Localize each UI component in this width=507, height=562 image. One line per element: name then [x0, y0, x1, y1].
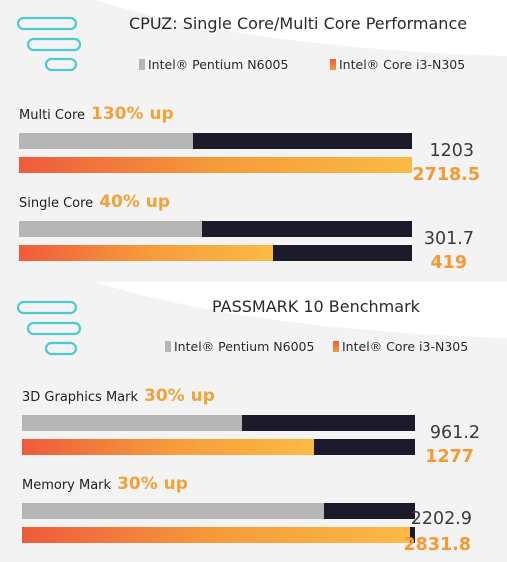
bar-track [19, 133, 412, 149]
legend-swatch-orange [333, 341, 339, 352]
value-label: 2831.8 [403, 535, 471, 555]
legend-label: Intel® Core i3-N305 [339, 57, 466, 72]
bar-multi-core-core-i3 [19, 157, 412, 173]
legend-label: Intel® Core i3-N305 [342, 339, 469, 354]
passmark-panel: PASSMARK 10 Benchmark Intel® Pentium N60… [0, 282, 507, 562]
category-label: 3D Graphics Mark 30% up [22, 386, 215, 406]
cpuz-panel: CPUZ: Single Core/Multi Core Performance… [0, 0, 507, 282]
bar-track [19, 245, 412, 261]
improvement-annotation: 130% up [91, 104, 174, 124]
legend-label: Intel® Pentium N6005 [174, 339, 315, 354]
category-label: Memory Mark 30% up [22, 474, 188, 494]
bar-track [22, 503, 415, 519]
bar-3d-graphics-pentium [22, 415, 242, 431]
legend-item-core: Intel® Core i3-N305 [330, 57, 465, 72]
bar-single-core-core-i3 [19, 245, 274, 261]
bar-track [19, 221, 412, 237]
stacked-lines-icon [16, 300, 82, 356]
legend-swatch-gray [165, 341, 171, 352]
bar-memory-mark-core-i3 [22, 527, 410, 543]
value-label: 961.2 [429, 423, 480, 443]
legend-swatch-orange [330, 59, 336, 70]
value-label: 1203 [429, 141, 474, 161]
value-label: 2718.5 [412, 165, 480, 185]
chart-title: CPUZ: Single Core/Multi Core Performance [129, 14, 468, 33]
improvement-annotation: 30% up [144, 386, 215, 406]
category-label: Multi Core 130% up [19, 104, 174, 124]
stacked-lines-icon [16, 16, 82, 72]
bar-track [22, 439, 415, 455]
chart-title: PASSMARK 10 Benchmark [212, 297, 420, 316]
value-label: 2202.9 [410, 509, 472, 529]
category-name: Multi Core [19, 108, 85, 123]
bar-memory-mark-pentium [22, 503, 324, 519]
legend-label: Intel® Pentium N6005 [148, 57, 289, 72]
value-label: 419 [430, 253, 467, 273]
category-label: Single Core 40% up [19, 192, 170, 212]
value-label: 1277 [425, 447, 474, 467]
bar-single-core-pentium [19, 221, 203, 237]
improvement-annotation: 40% up [99, 192, 171, 212]
category-name: 3D Graphics Mark [22, 390, 139, 405]
value-label: 301.7 [423, 229, 474, 249]
legend-swatch-gray [139, 59, 145, 70]
category-name: Single Core [19, 196, 94, 211]
bar-track [19, 157, 412, 173]
bar-multi-core-pentium [19, 133, 193, 149]
bar-track [22, 527, 415, 543]
bar-3d-graphics-core-i3 [22, 439, 314, 455]
improvement-annotation: 30% up [117, 474, 188, 494]
legend-item-pentium: Intel® Pentium N6005 [165, 339, 314, 354]
legend-item-core: Intel® Core i3-N305 [333, 339, 468, 354]
bar-track [22, 415, 415, 431]
legend-item-pentium: Intel® Pentium N6005 [139, 57, 288, 72]
category-name: Memory Mark [22, 478, 112, 493]
